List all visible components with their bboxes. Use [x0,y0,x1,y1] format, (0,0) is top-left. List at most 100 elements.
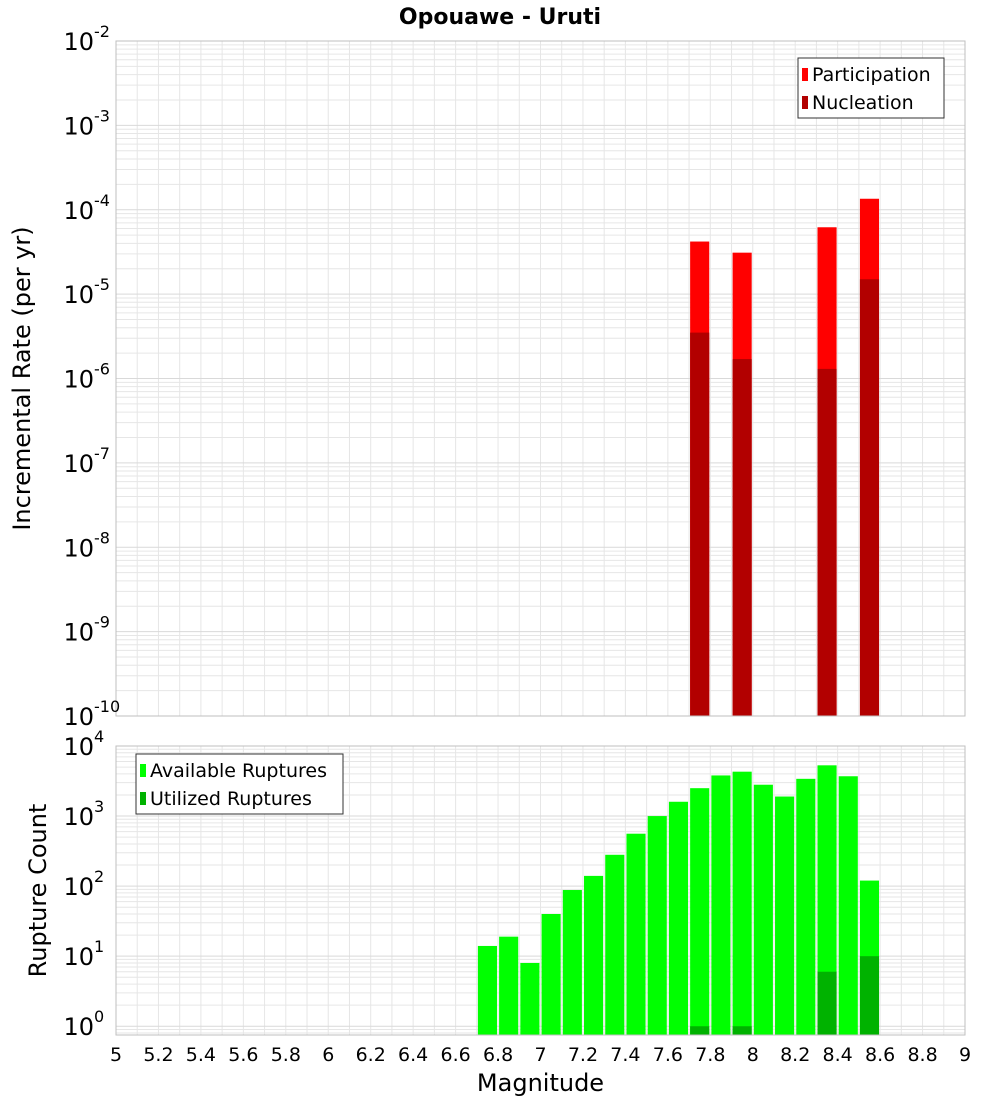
x-tick-label: 8 [747,1044,759,1066]
y-tick-exponent: 0 [94,1007,104,1026]
available-ruptures-bar [711,775,731,1035]
x-tick-label: 8.8 [907,1044,937,1066]
x-tick-label: 5.2 [143,1044,173,1066]
x-tick-label: 7.6 [653,1044,683,1066]
y-tick-exponent: -2 [94,22,110,41]
top-grid [115,40,966,717]
utilized-ruptures-bar [690,1026,710,1035]
nucleation-bar [732,359,752,716]
chart-title: Opouawe - Uruti [399,5,601,30]
legend-swatch [140,764,146,777]
x-tick-label: 6.8 [483,1044,513,1066]
y-tick-label: 10 [63,366,94,394]
y-tick-exponent: -6 [94,360,110,379]
y-tick-label: 10 [63,450,94,478]
y-tick-label: 10 [63,534,94,562]
available-ruptures-bar [584,875,604,1035]
utilized-ruptures-bar [817,971,837,1035]
available-ruptures-bar [690,788,710,1035]
available-ruptures-bar [499,936,519,1035]
x-tick-label: 7.2 [568,1044,598,1066]
available-ruptures-bar [796,778,816,1035]
available-ruptures-bar [520,962,540,1035]
available-ruptures-bar [605,854,625,1035]
y-tick-exponent: -9 [94,613,110,632]
available-ruptures-bar [647,816,667,1035]
legend-box [797,57,945,119]
y-tick-label: 10 [63,943,94,971]
x-tick-label: 8.6 [865,1044,895,1066]
x-tick-label: 8.4 [823,1044,853,1066]
y-tick-exponent: -5 [94,275,110,294]
available-ruptures-bar [838,776,858,1035]
y-tick-exponent: -3 [94,106,110,125]
x-axis-label: Magnitude [477,1069,604,1097]
nucleation-bar [690,332,710,716]
legend-label: Available Ruptures [150,760,327,782]
y-tick-exponent: 2 [94,867,104,886]
y-tick-exponent: -7 [94,444,110,463]
y-tick-label: 10 [63,28,94,56]
bottom-bars [477,765,880,1035]
x-tick-label: 9 [959,1044,971,1066]
x-ticks: 5 5.2 5.4 5.6 5.8 6 6.2 6.4 6.6 6.8 7 7.2 7.4 7.6 7.8 8… [110,1044,971,1066]
top-legend: Participation Nucleation [797,57,945,119]
legend-swatch [802,96,808,109]
y-tick-label: 10 [63,803,94,831]
y-tick-label: 10 [63,703,94,731]
y-tick-exponent: 3 [94,797,104,816]
x-tick-label: 5 [110,1044,122,1066]
available-ruptures-bar [817,765,837,1035]
available-ruptures-bar [626,833,646,1035]
y-tick-label: 10 [63,112,94,140]
y-tick-exponent: -10 [94,697,120,716]
y-tick-label: 10 [63,281,94,309]
y-tick-label: 10 [63,733,94,761]
x-tick-label: 7.4 [610,1044,640,1066]
available-ruptures-bar [732,771,752,1035]
y-tick-exponent: -8 [94,528,110,547]
x-tick-label: 6.6 [440,1044,470,1066]
x-tick-label: 5.8 [271,1044,301,1066]
y-tick-exponent: 4 [94,727,104,746]
x-tick-label: 7 [534,1044,546,1066]
legend-label: Participation [812,64,931,86]
x-tick-label: 7.8 [695,1044,725,1066]
top-bars [690,198,880,717]
available-ruptures-bar [477,945,497,1035]
available-ruptures-bar [562,890,582,1035]
x-tick-label: 8.2 [780,1044,810,1066]
y-tick-exponent: -4 [94,191,110,210]
bottom-plot-frame [115,745,966,1036]
x-tick-label: 6.2 [356,1044,386,1066]
x-tick-label: 5.4 [186,1044,216,1066]
available-ruptures-bar [541,914,561,1035]
bottom-legend: Available Ruptures Utilized Ruptures [135,753,344,815]
y-tick-label: 10 [63,873,94,901]
legend-label: Nucleation [812,92,914,114]
y-tick-label: 10 [63,1013,94,1041]
nucleation-bar [817,368,837,716]
legend-swatch [802,68,808,81]
x-tick-label: 5.6 [228,1044,258,1066]
y-tick-label: 10 [63,197,94,225]
top-y-axis-label: Incremental Rate (per yr) [8,226,36,530]
available-ruptures-bar [775,796,795,1035]
y-tick-exponent: 1 [94,937,104,956]
utilized-ruptures-bar [732,1026,752,1035]
available-ruptures-bar [753,784,773,1035]
y-tick-label: 10 [63,619,94,647]
x-tick-label: 6 [322,1044,334,1066]
legend-box [135,753,344,815]
top-plot-frame [115,40,966,717]
available-ruptures-bar [668,801,689,1035]
utilized-ruptures-bar [859,956,880,1035]
nucleation-bar [859,279,880,716]
bottom-y-axis-label: Rupture Count [24,804,52,978]
